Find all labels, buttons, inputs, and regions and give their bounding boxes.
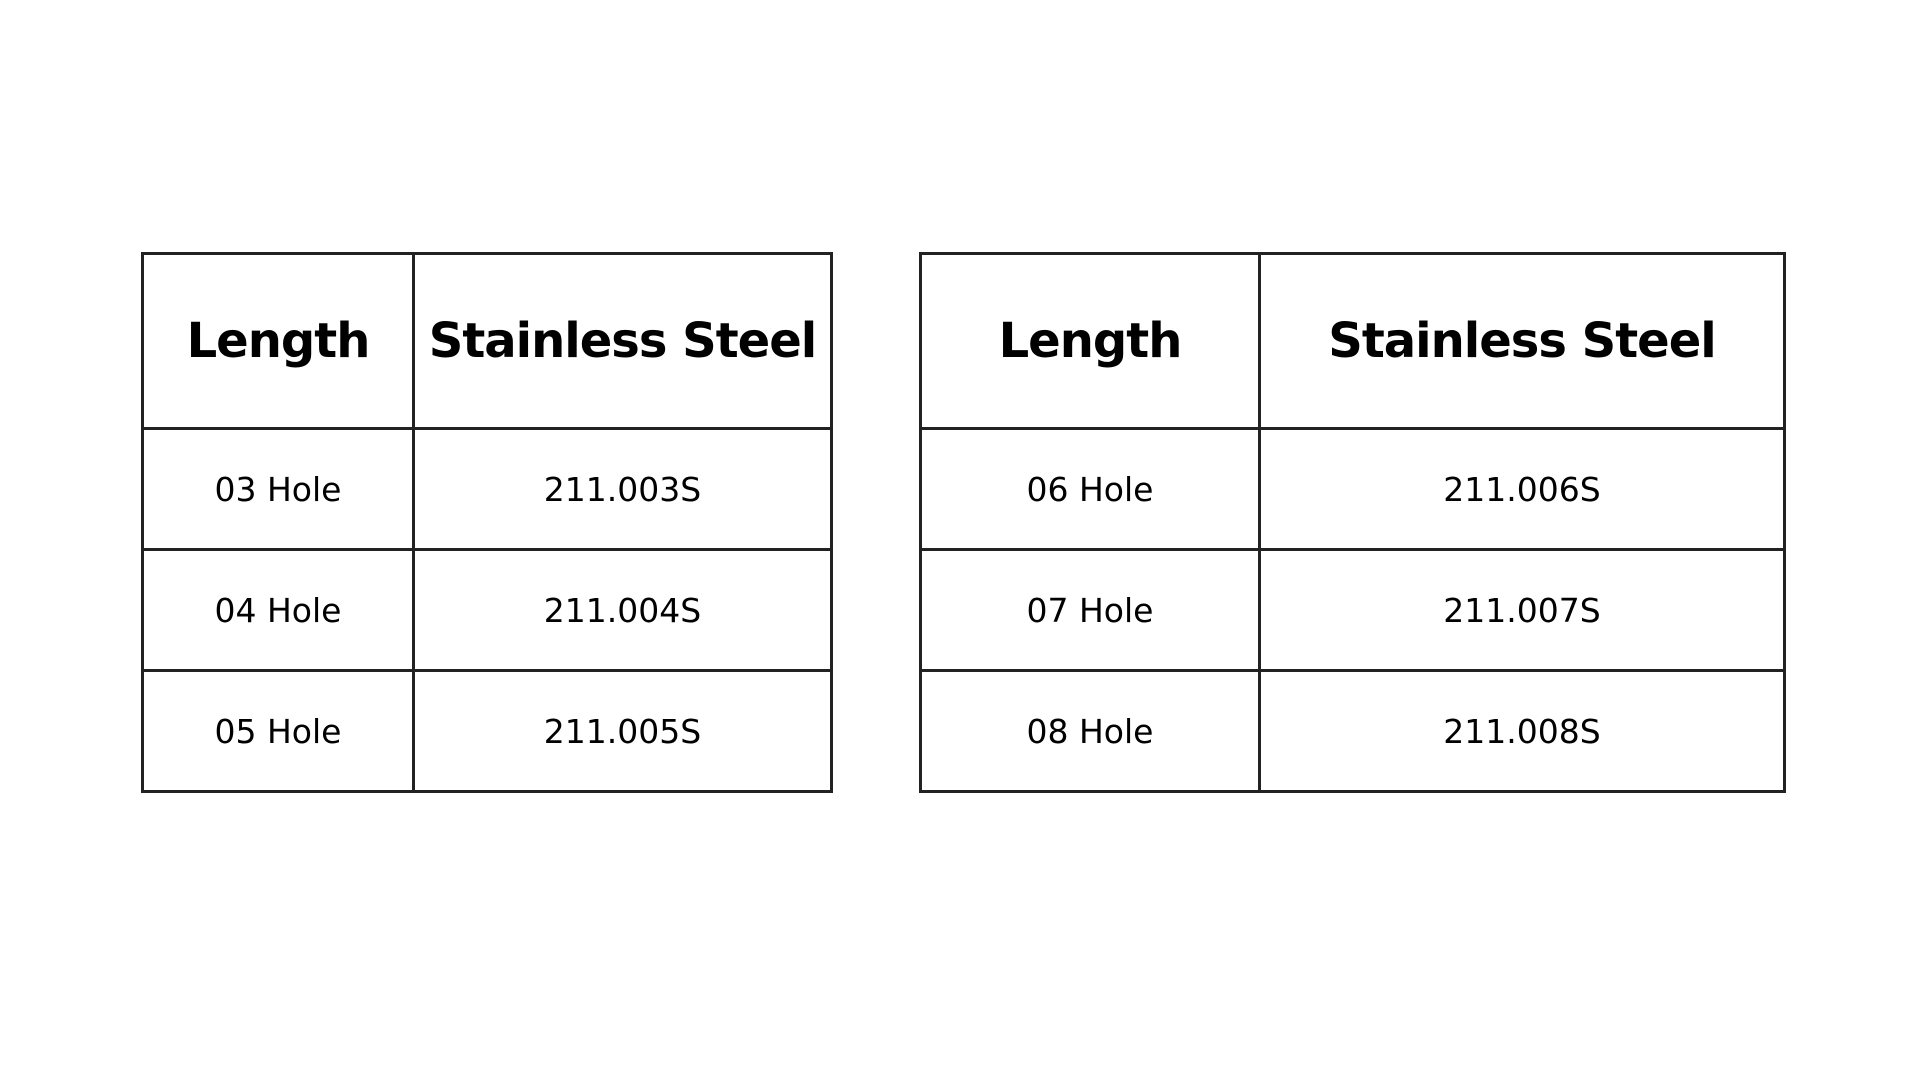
length-cell: 05 Hole: [141, 669, 415, 793]
part-number-cell: 211.006S: [1258, 427, 1786, 551]
length-cell: 07 Hole: [919, 548, 1261, 672]
table-row: 08 Hole 211.008S: [919, 669, 1786, 793]
table-row: 03 Hole 211.003S: [141, 427, 833, 551]
part-table-right: Length Stainless Steel 06 Hole 211.006S …: [919, 252, 1786, 793]
length-cell: 08 Hole: [919, 669, 1261, 793]
length-cell: 04 Hole: [141, 548, 415, 672]
header-row: Length Stainless Steel: [141, 252, 833, 430]
table-row: 06 Hole 211.006S: [919, 427, 1786, 551]
part-number-cell: 211.003S: [412, 427, 833, 551]
length-cell: 06 Hole: [919, 427, 1261, 551]
part-table-left: Length Stainless Steel 03 Hole 211.003S …: [141, 252, 833, 793]
header-length: Length: [919, 252, 1261, 430]
part-number-cell: 211.008S: [1258, 669, 1786, 793]
part-number-cell: 211.004S: [412, 548, 833, 672]
table-row: 05 Hole 211.005S: [141, 669, 833, 793]
part-number-cell: 211.005S: [412, 669, 833, 793]
header-material: Stainless Steel: [1258, 252, 1786, 430]
length-cell: 03 Hole: [141, 427, 415, 551]
header-material: Stainless Steel: [412, 252, 833, 430]
header-length: Length: [141, 252, 415, 430]
table-row: 07 Hole 211.007S: [919, 548, 1786, 672]
part-number-cell: 211.007S: [1258, 548, 1786, 672]
header-row: Length Stainless Steel: [919, 252, 1786, 430]
table-row: 04 Hole 211.004S: [141, 548, 833, 672]
